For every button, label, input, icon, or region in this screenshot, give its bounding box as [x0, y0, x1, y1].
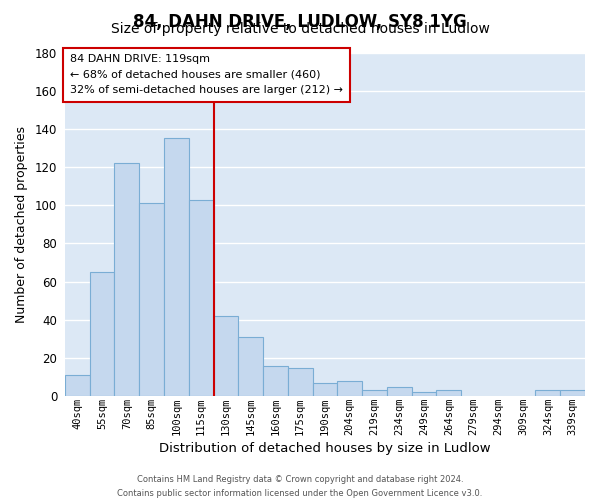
- Text: Size of property relative to detached houses in Ludlow: Size of property relative to detached ho…: [110, 22, 490, 36]
- X-axis label: Distribution of detached houses by size in Ludlow: Distribution of detached houses by size …: [159, 442, 491, 455]
- Text: Contains HM Land Registry data © Crown copyright and database right 2024.
Contai: Contains HM Land Registry data © Crown c…: [118, 476, 482, 498]
- Bar: [90, 272, 115, 396]
- Text: 84, DAHN DRIVE, LUDLOW, SY8 1YG: 84, DAHN DRIVE, LUDLOW, SY8 1YG: [133, 12, 467, 30]
- Bar: [387, 386, 412, 396]
- Bar: [263, 366, 288, 396]
- Bar: [189, 200, 214, 396]
- Bar: [535, 390, 560, 396]
- Bar: [164, 138, 189, 396]
- Bar: [337, 381, 362, 396]
- Bar: [560, 390, 585, 396]
- Bar: [115, 163, 139, 396]
- Text: 84 DAHN DRIVE: 119sqm
← 68% of detached houses are smaller (460)
32% of semi-det: 84 DAHN DRIVE: 119sqm ← 68% of detached …: [70, 54, 343, 96]
- Bar: [436, 390, 461, 396]
- Bar: [214, 316, 238, 396]
- Y-axis label: Number of detached properties: Number of detached properties: [15, 126, 28, 323]
- Bar: [65, 375, 90, 396]
- Bar: [313, 383, 337, 396]
- Bar: [288, 368, 313, 396]
- Bar: [139, 204, 164, 396]
- Bar: [362, 390, 387, 396]
- Bar: [412, 392, 436, 396]
- Bar: [238, 337, 263, 396]
